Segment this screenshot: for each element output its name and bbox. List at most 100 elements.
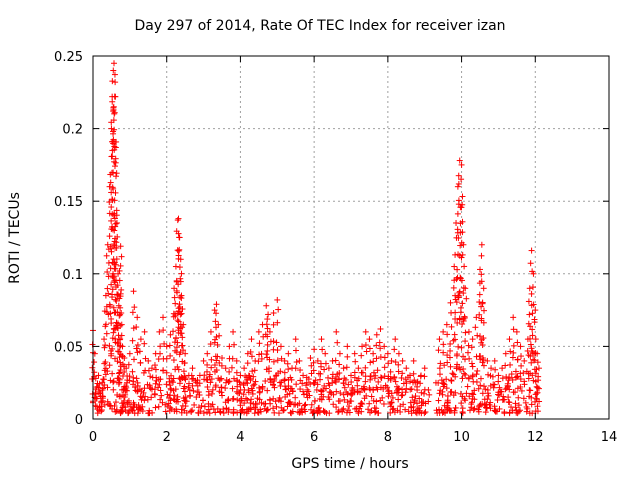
- data-point: [145, 367, 152, 374]
- data-point: [117, 336, 124, 343]
- data-point: [351, 374, 358, 381]
- data-point: [109, 294, 116, 301]
- data-point: [459, 201, 466, 208]
- data-point: [528, 359, 535, 366]
- data-point: [93, 384, 100, 391]
- data-point: [455, 293, 462, 300]
- data-point: [117, 262, 124, 269]
- data-point: [289, 388, 296, 395]
- data-point: [156, 328, 163, 335]
- data-point: [208, 390, 215, 397]
- data-point: [177, 256, 184, 263]
- data-point: [222, 365, 229, 372]
- data-point: [115, 270, 122, 277]
- data-point: [151, 362, 158, 369]
- data-point: [270, 358, 277, 365]
- data-point: [152, 380, 159, 387]
- data-point: [418, 399, 425, 406]
- data-point: [466, 393, 473, 400]
- data-point: [219, 392, 226, 399]
- data-point: [388, 357, 395, 364]
- data-point: [106, 362, 113, 369]
- data-point: [397, 403, 404, 410]
- data-point: [479, 354, 486, 361]
- x-tick-label: 8: [384, 430, 392, 445]
- data-point: [229, 355, 236, 362]
- data-point: [410, 357, 417, 364]
- data-point: [477, 266, 483, 273]
- data-point: [494, 397, 501, 404]
- data-point: [194, 377, 201, 384]
- data-point: [392, 359, 399, 366]
- data-point: [444, 359, 451, 366]
- x-tick-label: 6: [310, 430, 318, 445]
- data-point: [526, 393, 533, 400]
- data-point: [119, 343, 126, 350]
- data-point: [440, 328, 447, 335]
- data-point: [181, 397, 188, 404]
- data-point: [178, 310, 185, 317]
- data-point: [137, 359, 144, 366]
- data-point: [488, 365, 495, 372]
- data-point: [168, 406, 175, 413]
- data-point: [182, 375, 189, 382]
- data-point: [111, 215, 118, 222]
- data-point: [217, 409, 224, 416]
- data-point: [187, 408, 194, 415]
- data-point: [218, 389, 225, 396]
- data-point: [220, 410, 227, 417]
- data-point: [113, 212, 120, 219]
- data-point: [402, 406, 409, 413]
- x-tick-label: 2: [163, 430, 171, 445]
- data-point: [198, 402, 205, 409]
- data-point: [463, 390, 470, 397]
- data-point: [314, 357, 321, 364]
- data-point: [256, 340, 263, 347]
- data-point: [148, 365, 155, 372]
- data-point: [510, 389, 517, 396]
- data-point: [234, 383, 241, 390]
- data-point: [313, 386, 320, 393]
- data-point: [360, 385, 367, 392]
- data-point: [109, 78, 116, 85]
- data-point: [247, 404, 254, 411]
- data-point: [487, 399, 494, 406]
- data-point: [104, 285, 111, 292]
- data-point: [102, 359, 109, 366]
- data-point: [201, 403, 208, 410]
- data-point: [112, 144, 119, 151]
- x-tick-label: 10: [453, 430, 470, 445]
- data-point: [258, 355, 265, 362]
- data-point: [483, 404, 490, 411]
- data-point: [284, 360, 291, 367]
- data-point: [213, 301, 220, 308]
- data-point: [474, 332, 481, 339]
- data-point: [196, 380, 203, 387]
- data-point: [341, 396, 348, 403]
- data-point: [335, 409, 342, 416]
- data-point: [357, 400, 364, 407]
- data-point: [129, 368, 136, 375]
- data-point: [454, 183, 461, 190]
- data-point: [473, 314, 480, 321]
- data-point: [189, 407, 196, 414]
- data-point: [515, 394, 522, 401]
- data-point: [365, 406, 372, 413]
- data-point: [414, 387, 421, 394]
- data-point: [322, 360, 329, 367]
- data-point: [214, 405, 221, 412]
- data-point: [425, 398, 432, 405]
- data-point: [178, 270, 185, 277]
- data-point: [252, 378, 259, 385]
- data-point: [325, 365, 332, 372]
- data-point: [523, 404, 530, 411]
- data-point: [381, 354, 388, 361]
- data-point: [173, 408, 180, 415]
- data-point: [179, 324, 186, 331]
- data-point: [104, 398, 111, 405]
- data-point: [444, 392, 451, 399]
- data-point: [355, 375, 362, 382]
- data-point: [122, 383, 129, 390]
- data-point: [348, 372, 354, 379]
- data-point: [392, 378, 399, 385]
